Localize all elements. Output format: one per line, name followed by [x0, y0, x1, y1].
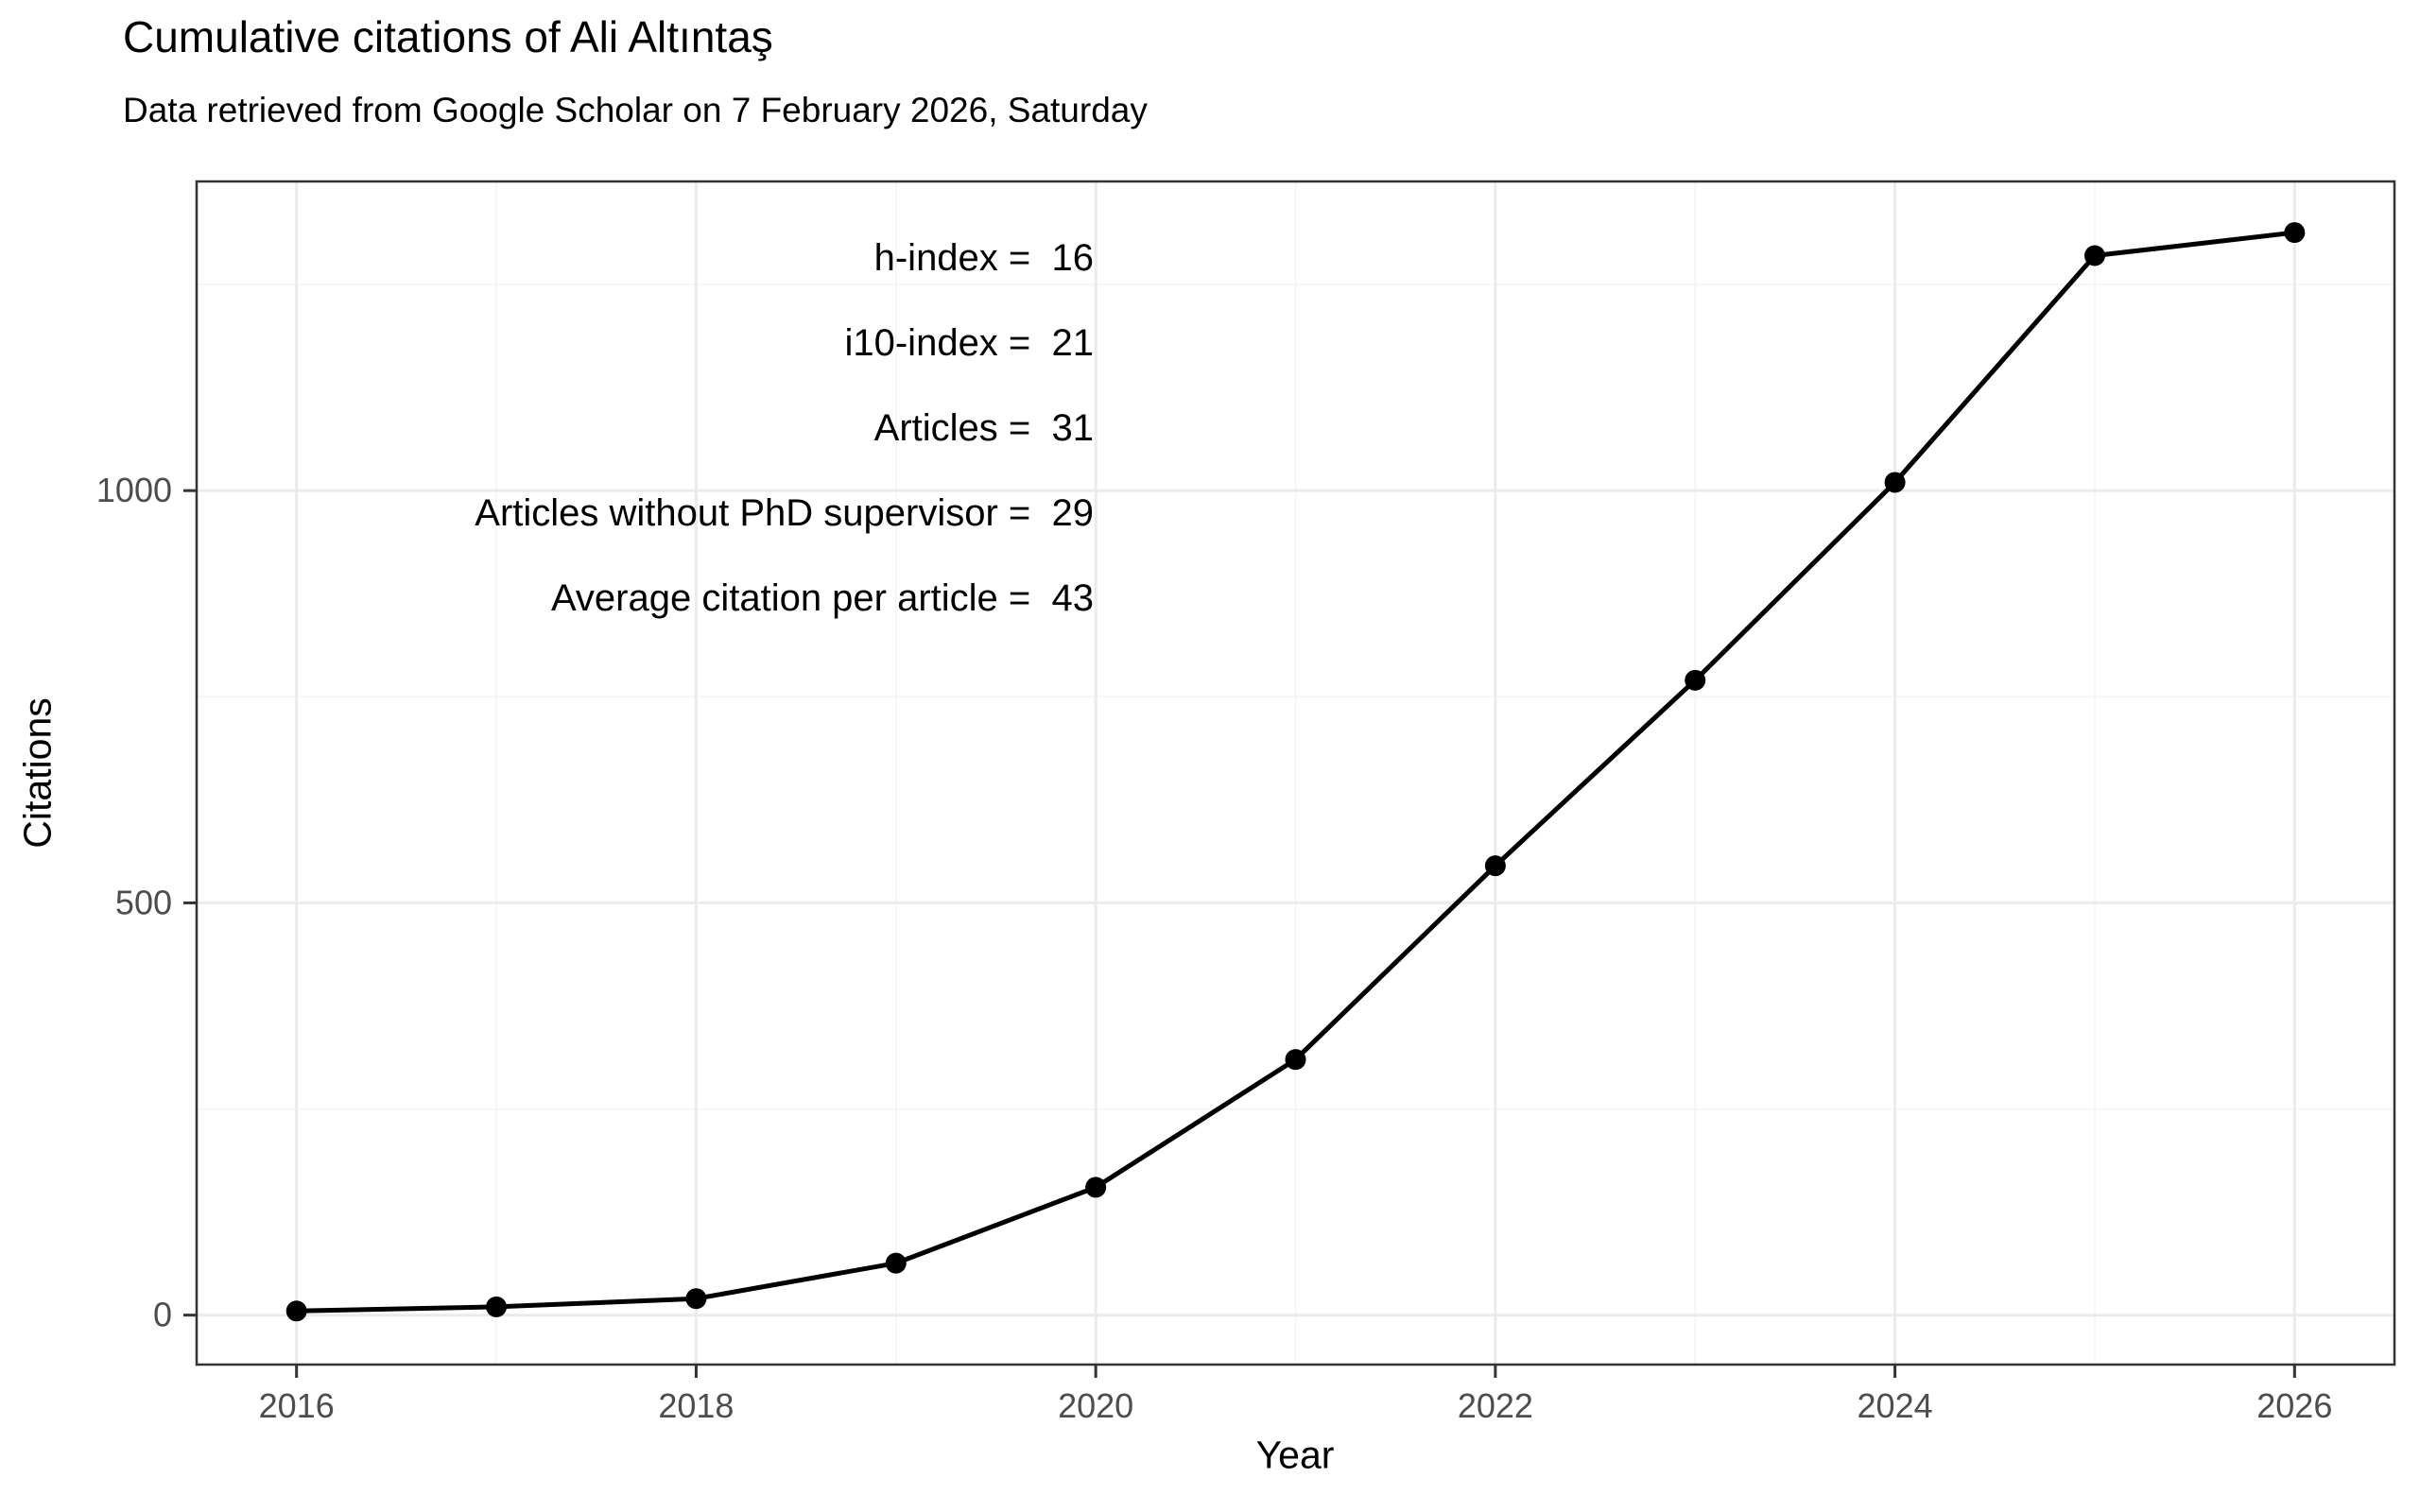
data-point	[1685, 669, 1706, 691]
chart-title: Cumulative citations of Ali Altıntaş	[123, 12, 773, 61]
x-tick-label: 2016	[259, 1386, 335, 1425]
stat-line-0: h-index = 16	[873, 237, 1094, 279]
y-tick-label: 500	[115, 883, 172, 921]
panel-border	[195, 180, 2396, 1366]
data-point	[2083, 245, 2105, 266]
data-point	[1085, 1177, 1107, 1198]
stat-line-4: Average citation per article = 43	[550, 577, 1094, 619]
x-tick-label: 2020	[1058, 1386, 1133, 1425]
data-point	[2284, 222, 2306, 244]
data-point	[1884, 472, 1906, 493]
data-point	[685, 1288, 707, 1310]
x-tick-label: 2024	[1858, 1386, 1933, 1425]
y-axis-title: Citations	[15, 697, 60, 849]
stat-line-2: Articles = 31	[873, 407, 1094, 449]
x-tick-label: 2022	[1458, 1386, 1533, 1425]
data-point	[486, 1296, 508, 1317]
data-point	[1484, 855, 1506, 877]
x-tick-label: 2018	[658, 1386, 734, 1425]
chart-subtitle: Data retrieved from Google Scholar on 7 …	[123, 91, 1148, 129]
x-tick-label: 2026	[2256, 1386, 2332, 1425]
y-tick-label: 1000	[96, 471, 172, 509]
stats-annotations: h-index = 16 i10-index = 21 Articles = 31 A…	[475, 215, 1094, 641]
data-point	[1285, 1049, 1306, 1071]
data-point	[285, 1300, 307, 1322]
x-axis-title: Year	[1255, 1433, 1335, 1477]
data-point	[885, 1252, 907, 1274]
stat-line-3: Articles without PhD supervisor = 29	[475, 492, 1094, 534]
stat-line-1: i10-index = 21	[844, 322, 1094, 364]
y-tick-label: 0	[153, 1296, 172, 1334]
